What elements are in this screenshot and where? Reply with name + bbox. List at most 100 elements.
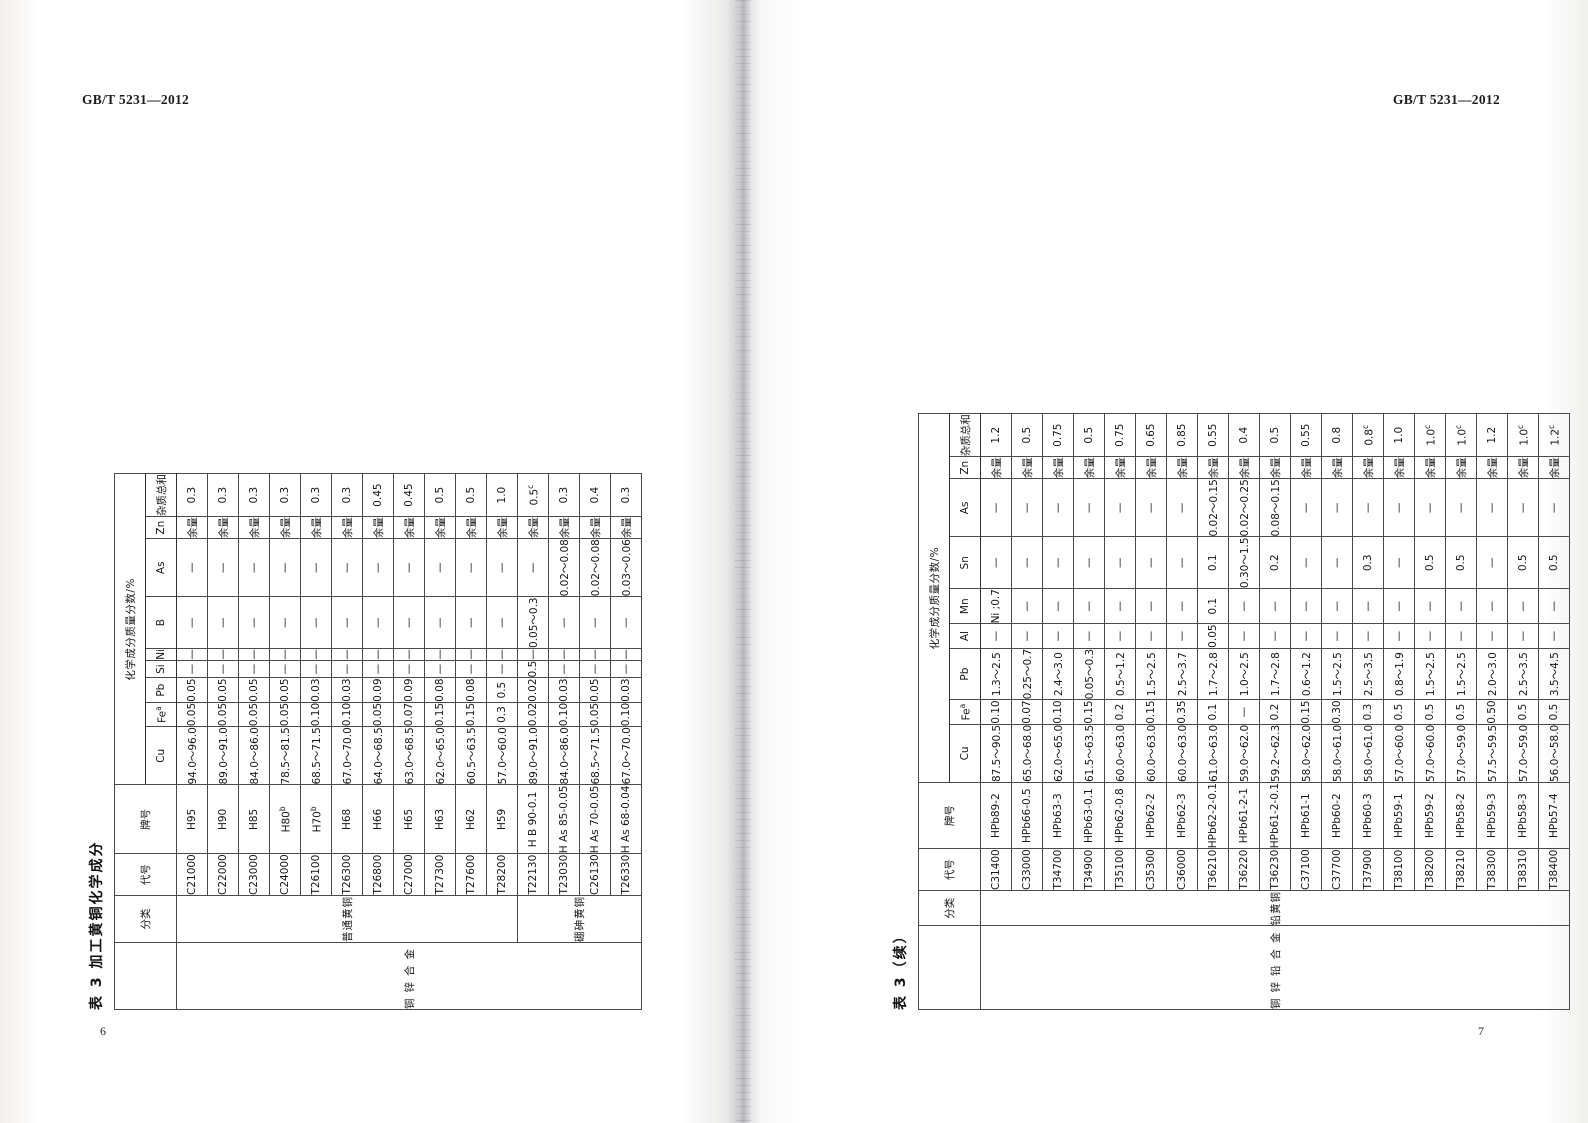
cell-sn: 0.2 xyxy=(1260,537,1291,589)
cell-ni: — xyxy=(208,648,239,660)
cell-as: — xyxy=(394,539,425,597)
cell-mn: — xyxy=(1322,589,1353,624)
outer-group-cell: 铜锌铅合金 xyxy=(981,926,1570,1010)
cell-pb: 0.09 xyxy=(363,678,394,702)
cell-si: — xyxy=(456,660,487,678)
cell-code: T34700 xyxy=(1043,849,1074,891)
cell-ni: — xyxy=(177,648,208,660)
cell-imp: 1.2c xyxy=(1539,414,1570,457)
header-brand: 牌号 xyxy=(115,785,177,854)
cell-al: 0.05 xyxy=(1198,624,1229,648)
page-right: GB/T 5231—2012 表 3（续） 分类 代号 牌号 化学成分质量分数/… xyxy=(760,0,1588,1123)
cell-fe: 0.3 xyxy=(1353,700,1384,724)
cell-zn: 余量 xyxy=(208,517,239,539)
cell-imp: 1.0c xyxy=(1508,414,1539,457)
cell-zn: 余量 xyxy=(1508,457,1539,479)
cell-code: T36220 xyxy=(1229,849,1260,891)
cell-mn: — xyxy=(1074,589,1105,624)
cell-code: C37700 xyxy=(1322,849,1353,891)
cell-imp: 0.65 xyxy=(1136,414,1167,457)
cell-zn: 余量 xyxy=(1322,457,1353,479)
cell-sn: 0.3 xyxy=(1353,537,1384,589)
cell-fe: 0.10 xyxy=(549,702,580,726)
cell-al: — xyxy=(1260,624,1291,648)
cell-sn: — xyxy=(981,537,1012,589)
cell-brand: HPb59-3 xyxy=(1477,783,1508,849)
cell-imp: 0.3 xyxy=(332,474,363,517)
cell-brand: HPb66-0.5 xyxy=(1012,783,1043,849)
cell-zn: 余量 xyxy=(518,517,549,539)
cell-as: — xyxy=(1446,479,1477,537)
cell-cu: 94.0～96.0 xyxy=(177,727,208,785)
cell-sn: 0.5 xyxy=(1508,537,1539,589)
cell-pb: 0.05 xyxy=(208,678,239,702)
page-number-right: 7 xyxy=(1478,1024,1484,1039)
cell-brand: HPb58-3 xyxy=(1508,783,1539,849)
cell-pb: 2.5～3.5 xyxy=(1508,648,1539,700)
cell-imp: 1.2 xyxy=(1477,414,1508,457)
right-chemical-composition-table: 分类 代号 牌号 化学成分质量分数/% Cu Fea Pb Al Mn Sn A… xyxy=(918,413,1570,1010)
cell-si: — xyxy=(580,660,611,678)
cell-mn: — xyxy=(1105,589,1136,624)
cell-al: — xyxy=(1229,624,1260,648)
cell-fe: 0.07 xyxy=(394,702,425,726)
cell-sn: — xyxy=(1322,537,1353,589)
cell-ni: — xyxy=(518,648,549,660)
cell-cu: 64.0～68.5 xyxy=(363,727,394,785)
cell-as: — xyxy=(1136,479,1167,537)
cell-imp: 0.5c xyxy=(518,474,549,517)
cell-zn: 余量 xyxy=(1198,457,1229,479)
cell-zn: 余量 xyxy=(425,517,456,539)
cell-fe: — xyxy=(1229,700,1260,724)
cell-b: — xyxy=(208,597,239,649)
cell-brand: HPb62-3 xyxy=(1167,783,1198,849)
cell-code: T35100 xyxy=(1105,849,1136,891)
cell-imp: 0.5 xyxy=(456,474,487,517)
left-chemical-composition-table: 分类 代号 牌号 化学成分质量分数/% Cu Fea Pb Si Ni B As… xyxy=(114,473,642,1010)
cell-zn: 余量 xyxy=(1446,457,1477,479)
cell-imp: 1.0c xyxy=(1415,414,1446,457)
cell-imp: 0.85 xyxy=(1167,414,1198,457)
cell-cu: 60.0～63.0 xyxy=(1136,724,1167,782)
cell-mn: — xyxy=(1260,589,1291,624)
cell-code: T23030 xyxy=(549,854,580,896)
cell-pb: 0.6～1.2 xyxy=(1291,648,1322,700)
cell-b: — xyxy=(177,597,208,649)
cell-b: — xyxy=(239,597,270,649)
table-row: 铜锌铅合金 铅黄铜 C31400 HPb89-2 87.5～90.5 0.10 1.3～2.… xyxy=(981,414,1012,1010)
cell-zn: 余量 xyxy=(1167,457,1198,479)
cell-cu: 57.0～60.0 xyxy=(487,727,518,785)
cell-cu: 61.5～63.5 xyxy=(1074,724,1105,782)
cell-imp: 0.8c xyxy=(1353,414,1384,457)
cell-code: T34900 xyxy=(1074,849,1105,891)
cell-ni: — xyxy=(301,648,332,660)
cell-code: T26100 xyxy=(301,854,332,896)
footnote-marker: c xyxy=(1547,425,1556,429)
cell-fe: 0.10 xyxy=(611,702,642,726)
cell-pb: 0.02 xyxy=(518,678,549,702)
cell-mn: — xyxy=(1539,589,1570,624)
cell-sn: 0.5 xyxy=(1539,537,1570,589)
cell-pb: 0.03 xyxy=(332,678,363,702)
cell-zn: 余量 xyxy=(1043,457,1074,479)
cell-fe: 0.50 xyxy=(1477,700,1508,724)
classification-cell: 硼砷黄铜 xyxy=(518,896,642,943)
cell-mn: — xyxy=(1229,589,1260,624)
cell-code: C36000 xyxy=(1167,849,1198,891)
cell-si: — xyxy=(363,660,394,678)
cell-pb: 0.03 xyxy=(549,678,580,702)
cell-code: T38310 xyxy=(1508,849,1539,891)
header-si: Si xyxy=(146,660,177,678)
cell-code: C22000 xyxy=(208,854,239,896)
cell-mn: 0.1 xyxy=(1198,589,1229,624)
cell-brand: H95 xyxy=(177,785,208,854)
cell-code: T38100 xyxy=(1384,849,1415,891)
cell-sn: — xyxy=(1291,537,1322,589)
cell-b: — xyxy=(549,597,580,649)
cell-al: — xyxy=(1291,624,1322,648)
cell-as: — xyxy=(456,539,487,597)
cell-b: 0.05～0.3 xyxy=(518,597,549,649)
cell-cu: 89.0～91.0 xyxy=(518,727,549,785)
cell-code: T36230 xyxy=(1260,849,1291,891)
header-zn: Zn xyxy=(146,517,177,539)
